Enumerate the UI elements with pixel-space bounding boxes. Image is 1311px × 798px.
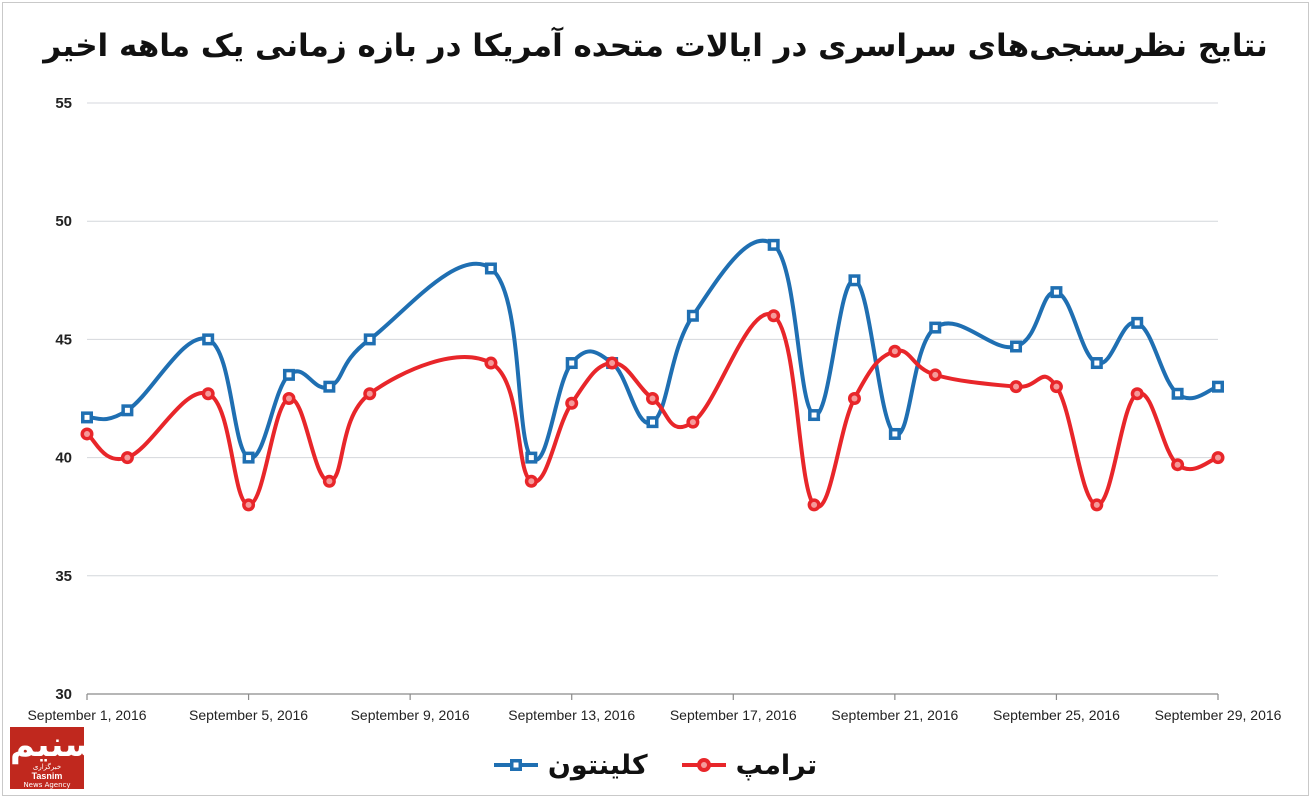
gridlines xyxy=(87,102,1218,577)
data-point-center xyxy=(851,395,858,402)
series-group xyxy=(80,238,1225,512)
data-point-center xyxy=(245,501,252,508)
series-clinton xyxy=(81,238,1224,464)
data-point-center xyxy=(770,312,777,319)
x-tick-label: September 1, 2016 xyxy=(27,707,146,723)
data-point-center xyxy=(690,313,696,319)
logo-subtitle: News Agency xyxy=(23,781,71,789)
data-point-center xyxy=(1093,501,1100,508)
data-point-center xyxy=(811,412,817,418)
data-point-center xyxy=(1094,360,1100,366)
x-tick-label: September 29, 2016 xyxy=(1155,707,1282,723)
data-point-center xyxy=(124,454,131,461)
x-tick-label: September 13, 2016 xyxy=(508,707,635,723)
data-point-center xyxy=(771,242,777,248)
x-axis: September 1, 2016 September 5, 2016 Septem… xyxy=(27,693,1282,723)
data-point-center xyxy=(326,478,333,485)
y-tick-label: 55 xyxy=(55,95,72,112)
y-tick-label: 40 xyxy=(55,450,72,467)
data-point-center xyxy=(569,360,575,366)
y-axis: 30 35 40 45 50 55 xyxy=(55,95,72,703)
x-tick-label: September 25, 2016 xyxy=(993,707,1120,723)
data-point-center xyxy=(568,400,575,407)
logo-name: Tasnim xyxy=(31,771,63,781)
y-tick-label: 30 xyxy=(55,686,72,703)
data-point-center xyxy=(487,360,494,367)
data-point-center xyxy=(205,336,211,342)
series-line xyxy=(85,312,1220,509)
data-point-center xyxy=(367,336,373,342)
legend-label-clinton: کلینتون xyxy=(547,749,648,781)
x-tick-label: September 21, 2016 xyxy=(831,707,958,723)
data-point-center xyxy=(246,455,252,461)
legend-marker-circle-icon xyxy=(681,758,726,772)
data-point-center xyxy=(1215,384,1221,390)
data-point-center xyxy=(689,419,696,426)
data-point-center xyxy=(1134,320,1140,326)
data-point-center xyxy=(286,372,292,378)
data-point-center xyxy=(1215,454,1221,461)
data-point-center xyxy=(84,430,90,437)
data-point-center xyxy=(1134,390,1141,397)
data-point-center xyxy=(650,419,655,425)
data-point-center xyxy=(528,455,534,461)
legend-item-clinton: کلینتون xyxy=(493,749,648,781)
data-point-center xyxy=(1013,343,1019,349)
data-point-center xyxy=(1053,383,1060,390)
legend: کلینتون ترامپ xyxy=(0,745,1311,785)
data-point-center xyxy=(649,395,656,402)
data-point-center xyxy=(1174,461,1181,468)
data-point-center xyxy=(285,395,292,402)
data-point-center xyxy=(811,501,818,508)
logo-tagline: خبرگزاری xyxy=(32,763,62,771)
y-tick-label: 35 xyxy=(55,568,72,585)
data-point-center xyxy=(528,478,535,485)
data-point-center xyxy=(205,390,212,397)
series-trump xyxy=(80,309,1225,512)
logo-mark: تسنیم xyxy=(10,725,112,765)
data-point-center xyxy=(488,265,494,271)
tasnim-logo: تسنیم خبرگزاری Tasnim News Agency xyxy=(10,725,112,789)
data-point-center xyxy=(609,360,616,367)
data-point-center xyxy=(932,325,938,331)
data-point-center xyxy=(326,384,332,390)
data-point-center xyxy=(84,414,90,420)
data-point-center xyxy=(851,277,857,283)
x-tick-label: September 9, 2016 xyxy=(351,707,470,723)
data-point-center xyxy=(932,371,939,378)
data-point-center xyxy=(891,348,898,355)
y-tick-label: 45 xyxy=(55,331,72,348)
y-tick-label: 50 xyxy=(55,213,72,230)
legend-item-trump: ترامپ xyxy=(681,749,818,781)
legend-label-trump: ترامپ xyxy=(735,749,818,781)
data-point-center xyxy=(124,407,130,413)
data-point-center xyxy=(1175,391,1181,397)
x-tick-label: September 5, 2016 xyxy=(189,707,308,723)
data-point-center xyxy=(366,390,373,397)
x-tick-label: September 17, 2016 xyxy=(670,707,797,723)
data-point-center xyxy=(892,431,898,437)
data-point-center xyxy=(1053,289,1059,295)
data-point-center xyxy=(1013,383,1020,390)
chart-title: نتایج نظرسنجی‌های سراسری در ایالات متحده… xyxy=(43,28,1268,64)
legend-marker-square-icon xyxy=(493,759,538,771)
